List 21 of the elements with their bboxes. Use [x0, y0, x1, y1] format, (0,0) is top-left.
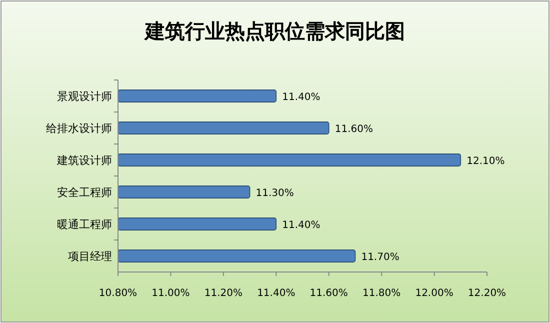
y-tick-label: 建筑设计师 — [56, 154, 112, 167]
y-tick-label: 项目经理 — [68, 250, 112, 263]
data-label: 11.40% — [282, 92, 320, 103]
y-tick-label: 景观设计师 — [57, 90, 112, 103]
x-tick-label: 12.20% — [468, 288, 506, 299]
x-tick-label: 10.80% — [98, 288, 138, 299]
x-tick-label: 12.00% — [415, 288, 454, 299]
data-label: 11.70% — [361, 252, 400, 263]
x-tick-label: 11.80% — [362, 288, 401, 299]
data-label: 11.40% — [282, 220, 320, 231]
data-label: 11.60% — [334, 124, 373, 135]
data-label: 11.30% — [256, 188, 294, 199]
x-tick-label: 11.40% — [257, 288, 296, 299]
x-tick-label: 11.20% — [204, 288, 242, 299]
y-tick-label: 安全工程师 — [57, 186, 112, 199]
y-tick-label: 暖通工程师 — [57, 218, 112, 231]
y-tick-label: 给排水设计师 — [46, 122, 112, 135]
chart-title: 建筑行业热点职位需求同比图 — [143, 19, 405, 43]
x-tick-label: 11.60% — [310, 288, 348, 299]
data-label: 12.10% — [466, 156, 505, 167]
x-tick-label: 11.00% — [152, 288, 190, 299]
